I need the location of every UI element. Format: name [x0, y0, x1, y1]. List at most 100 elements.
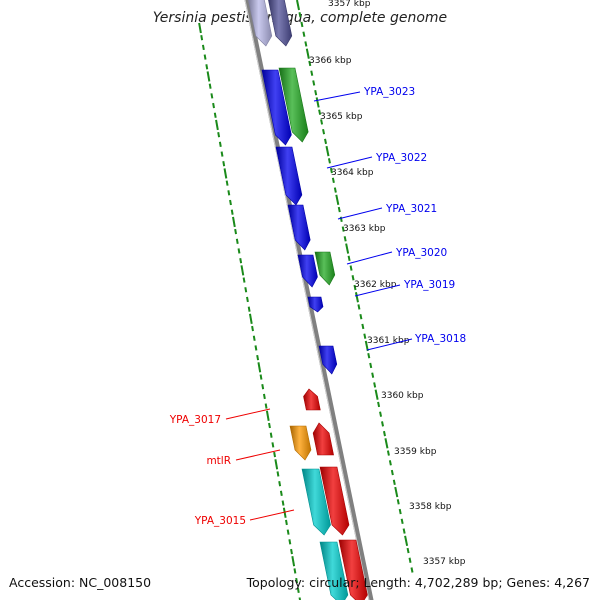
kbp-tick-label: 3359 kbp: [394, 447, 437, 457]
inner-tick: [337, 206, 341, 213]
outer-tick: [271, 442, 275, 448]
outer-tick: [244, 287, 248, 293]
gene-arrow: [318, 345, 338, 375]
kbp-tick-label: 3357 kbp: [328, 0, 371, 9]
kbp-tick-label: 3360 kbp: [381, 391, 424, 401]
gene-arrow: [312, 422, 334, 456]
inner-tick: [329, 167, 333, 174]
inner-tick: [402, 528, 406, 534]
gene-leader-line: [313, 91, 361, 102]
inner-tick: [394, 486, 399, 498]
outer-tick: [237, 248, 241, 254]
gene-arrow: [287, 204, 311, 251]
gene-leader-line: [337, 207, 383, 220]
gene-arrow: [301, 468, 331, 536]
inner-tick: [374, 389, 379, 400]
outer-tick: [215, 119, 219, 131]
inner-tick: [406, 547, 410, 554]
outer-tick: [246, 296, 249, 303]
outer-tick: [201, 44, 205, 51]
gene-label: YPA_3019: [403, 279, 455, 291]
inner-tick: [296, 0, 300, 11]
kbp-tick-label: 3362 kbp: [354, 280, 397, 290]
inner-tick: [364, 340, 369, 352]
outer-tick: [278, 480, 282, 487]
inner-tick: [377, 401, 381, 408]
outer-tick: [232, 216, 236, 228]
outer-tick: [198, 22, 202, 34]
gene-leader-line: [249, 509, 295, 521]
inner-tick: [322, 128, 326, 135]
inner-tick: [381, 421, 385, 427]
gene-arrow: [275, 146, 303, 206]
genome-backbone: [244, 0, 374, 600]
kbp-tick-label: 3365 kbp: [320, 112, 363, 122]
inner-tick: [357, 304, 361, 310]
inner-tick: [392, 479, 396, 486]
inner-tick: [345, 243, 350, 254]
inner-tick: [314, 89, 318, 96]
inner-tick: [347, 255, 351, 261]
gene-label: YPA_3015: [194, 515, 246, 527]
genome-stats-label: Topology: circular; Length: 4,702,289 bp…: [246, 575, 590, 590]
outer-tick: [234, 228, 238, 235]
inner-tick: [361, 323, 365, 330]
outer-tick: [265, 410, 270, 421]
outer-tick: [295, 577, 299, 584]
inner-tick: [304, 41, 308, 47]
outer-tick: [288, 539, 292, 545]
outer-tick: [235, 238, 239, 244]
gene-arrow: [289, 425, 312, 461]
inner-tick: [408, 557, 412, 563]
outer-tick: [239, 258, 243, 264]
outer-tick: [247, 306, 251, 312]
inner-tick: [327, 158, 331, 164]
outer-tick: [223, 168, 228, 179]
inner-tick: [398, 508, 402, 515]
outer-tick: [205, 64, 209, 70]
inner-tick: [315, 97, 320, 108]
outer-tick: [212, 102, 215, 109]
map-title: Yersinia pestis Antiqua, complete genome: [152, 10, 448, 26]
gene-label: YPA_3017: [169, 414, 221, 426]
outer-tick: [285, 519, 288, 526]
outer-tick: [290, 548, 293, 555]
inner-tick: [396, 499, 400, 505]
inner-tick: [349, 265, 353, 271]
inner-tick: [354, 292, 359, 303]
outer-tick: [200, 35, 204, 41]
outer-tick: [262, 393, 266, 400]
outer-tick: [279, 490, 283, 497]
inner-tick: [312, 80, 316, 86]
inner-tick: [410, 567, 414, 573]
outer-tick: [259, 374, 263, 380]
inner-tick: [325, 145, 330, 157]
inner-tick: [369, 362, 373, 369]
inner-tick: [388, 460, 392, 466]
inner-tick: [339, 216, 343, 223]
outer-tick: [206, 71, 211, 82]
kbp-tick-label: 3366 kbp: [309, 56, 352, 66]
inner-tick: [363, 333, 367, 339]
outer-tick: [203, 54, 207, 60]
kbp-tick-label: 3361 kbp: [367, 336, 410, 346]
gene-leader-line: [366, 338, 413, 351]
outer-tick: [251, 325, 254, 332]
outer-tick: [230, 209, 234, 215]
outer-tick: [291, 556, 296, 567]
outer-tick: [252, 335, 256, 341]
outer-tick: [218, 141, 222, 148]
outer-tick: [254, 345, 258, 351]
gene-arrow: [261, 69, 292, 146]
inner-tick: [367, 352, 371, 359]
outer-tick: [227, 190, 231, 196]
outer-tick: [274, 459, 279, 470]
outer-tick: [248, 313, 253, 325]
inner-tick: [310, 70, 314, 76]
inner-tick: [400, 518, 404, 524]
inner-tick: [331, 177, 335, 184]
accession-label: Accession: NC_008150: [9, 575, 152, 590]
inner-tick: [382, 430, 386, 437]
